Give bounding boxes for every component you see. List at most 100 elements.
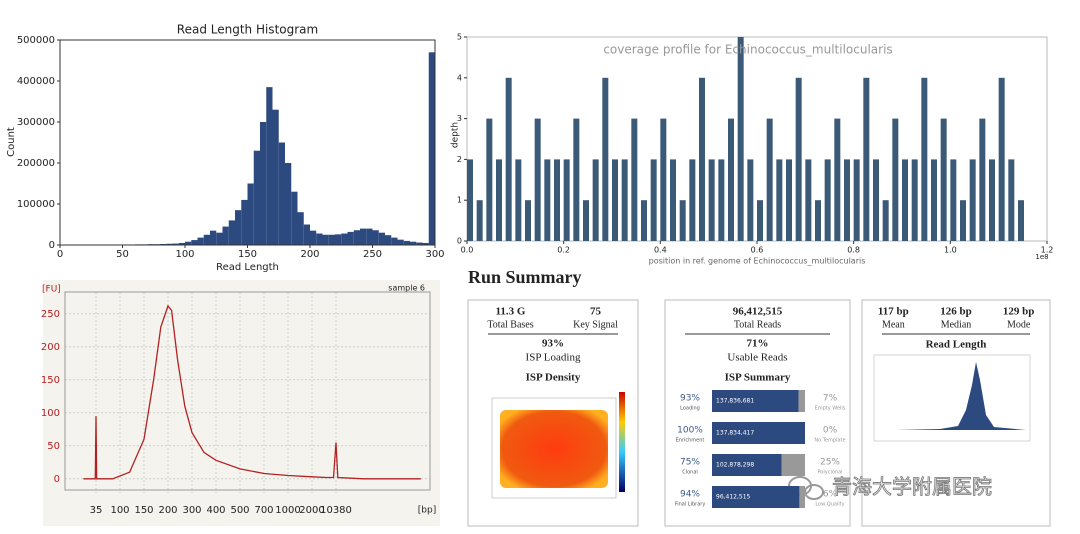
chart-title: Read Length Histogram (177, 23, 318, 37)
x-tick-label: 0.6 (751, 246, 764, 255)
trace (83, 304, 421, 480)
y-tick-label: 2 (457, 155, 462, 164)
bar (178, 242, 185, 245)
bar (228, 220, 235, 245)
bar (210, 230, 217, 245)
bar (950, 159, 957, 241)
bar (728, 118, 734, 241)
row-name: Final Library (675, 502, 706, 508)
bar (699, 77, 705, 241)
bar (554, 159, 560, 241)
y-tick-label: 500000 (17, 35, 55, 46)
bar (235, 210, 242, 245)
summary-title: Run Summary (468, 267, 582, 287)
y-axis-label: [FU] (42, 285, 61, 295)
bar (403, 240, 410, 245)
row-rest-name: Polyclonal (817, 470, 842, 476)
bar (689, 159, 696, 241)
stat-value: 117 bp (878, 306, 909, 318)
bar (247, 183, 254, 245)
bar (795, 77, 802, 241)
x-tick-label: 1.0 (944, 246, 957, 255)
y-axis-label: depth (451, 122, 461, 148)
highlight-label: ISP Loading (526, 352, 581, 364)
row-rest-bar (781, 454, 805, 476)
bar (360, 228, 367, 245)
bar (708, 159, 715, 241)
bar (260, 122, 267, 245)
bar (266, 87, 273, 246)
bar (621, 159, 628, 241)
bar (679, 200, 686, 241)
y-tick-label: 1 (457, 196, 462, 205)
stat-value: 96,412,515 (733, 306, 783, 318)
stat-label: Total Bases (487, 319, 533, 330)
mini-histogram-frame (873, 354, 1031, 442)
x-tick-label: 200 (158, 505, 177, 516)
bar (476, 200, 483, 241)
bar (853, 159, 860, 241)
x-axis-label: [bp] (418, 506, 436, 516)
bar (366, 228, 373, 245)
stat-value: 75 (590, 306, 602, 318)
bar (592, 159, 599, 241)
row-count: 137,836,681 (716, 398, 754, 405)
bar (737, 37, 744, 241)
bar (467, 159, 473, 241)
bar (397, 239, 404, 245)
x-tick-label: 300 (425, 249, 444, 260)
bar (718, 159, 725, 241)
bar (660, 118, 667, 241)
bar (834, 118, 841, 241)
y-tick-label: 100 (41, 408, 60, 419)
bar (335, 234, 342, 245)
row-rest-percent: 0% (823, 426, 838, 436)
bar (172, 243, 179, 245)
y-tick-label: 50 (47, 441, 60, 452)
bar (747, 159, 754, 241)
row-count: 137,834,417 (716, 430, 754, 437)
y-tick-label: 250 (41, 309, 60, 320)
bar (216, 232, 223, 245)
electro-panel (43, 280, 440, 526)
bar (998, 77, 1005, 241)
x-tick-label: 10380 (320, 505, 352, 516)
bar (496, 159, 502, 241)
x-tick-label: 250 (363, 249, 382, 260)
bar (573, 118, 580, 241)
bar (278, 142, 285, 245)
bar (197, 237, 204, 245)
card (664, 299, 851, 527)
x-tick-label: 150 (134, 505, 153, 516)
bar (602, 77, 609, 241)
bar (902, 159, 908, 241)
x-tick-label: 700 (254, 505, 273, 516)
y-tick-label: 0 (54, 474, 60, 485)
bar (372, 230, 379, 245)
bar (766, 118, 773, 241)
x-tick-label: 0.2 (557, 246, 570, 255)
x-tick-label: 0.4 (654, 246, 667, 255)
card (467, 299, 639, 527)
bar (222, 226, 229, 245)
y-tick-label: 0 (49, 240, 55, 251)
bar (969, 159, 976, 241)
bar (940, 118, 947, 241)
bar (328, 234, 335, 245)
row-percent: 100% (677, 426, 703, 436)
section-title: ISP Summary (725, 372, 791, 384)
x-tick-label: 35 (90, 505, 103, 516)
bar (303, 224, 310, 245)
highlight-value: 71% (747, 338, 769, 350)
chart-title: coverage profile for Echinococcus_multil… (603, 43, 892, 57)
bar (515, 159, 522, 241)
y-tick-label: 0 (457, 237, 462, 246)
bar (979, 118, 986, 241)
bar (416, 242, 423, 245)
highlight-value: 93% (542, 338, 564, 350)
bar (341, 233, 348, 245)
bar (650, 159, 657, 241)
x-tick-label: 150 (238, 249, 257, 260)
bar (505, 77, 512, 241)
